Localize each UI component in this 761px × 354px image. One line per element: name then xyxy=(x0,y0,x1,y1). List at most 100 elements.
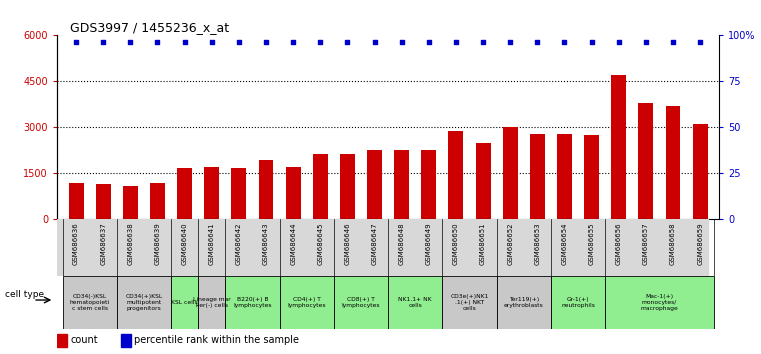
Text: CD34(-)KSL
hematopoieti
c stem cells: CD34(-)KSL hematopoieti c stem cells xyxy=(69,295,110,311)
Bar xyxy=(551,276,605,329)
Point xyxy=(233,39,245,44)
Text: KSL cells: KSL cells xyxy=(171,300,198,305)
Point xyxy=(585,39,597,44)
Bar xyxy=(340,154,355,219)
Bar xyxy=(394,150,409,219)
Point xyxy=(260,39,272,44)
Bar xyxy=(177,168,192,219)
Bar xyxy=(313,154,328,219)
Bar xyxy=(557,133,572,219)
Bar xyxy=(116,276,171,329)
Text: GSM686648: GSM686648 xyxy=(399,222,405,265)
Point xyxy=(70,39,82,44)
Bar xyxy=(530,133,545,219)
Text: GSM686641: GSM686641 xyxy=(209,222,215,265)
Text: Ter119(+)
erythroblasts: Ter119(+) erythroblasts xyxy=(504,297,543,308)
Point xyxy=(368,39,380,44)
Bar xyxy=(448,131,463,219)
Text: GSM686645: GSM686645 xyxy=(317,222,323,265)
Bar xyxy=(150,183,165,219)
Bar xyxy=(198,276,225,329)
Text: GSM686639: GSM686639 xyxy=(154,222,161,265)
Text: Lineage mar
ker(-) cells: Lineage mar ker(-) cells xyxy=(193,297,231,308)
Text: GDS3997 / 1455236_x_at: GDS3997 / 1455236_x_at xyxy=(70,21,229,34)
Bar xyxy=(503,127,517,219)
Text: percentile rank within the sample: percentile rank within the sample xyxy=(134,335,299,346)
Text: GSM686642: GSM686642 xyxy=(236,222,242,265)
Text: GSM686657: GSM686657 xyxy=(643,222,649,265)
Bar xyxy=(231,168,247,219)
Bar xyxy=(285,167,301,219)
Bar xyxy=(367,150,382,219)
Text: GSM686651: GSM686651 xyxy=(480,222,486,265)
Text: cell type: cell type xyxy=(5,290,43,299)
Text: GSM686649: GSM686649 xyxy=(426,222,431,265)
Bar xyxy=(96,184,110,219)
Point xyxy=(205,39,218,44)
Point xyxy=(396,39,408,44)
Point xyxy=(477,39,489,44)
Bar xyxy=(204,167,219,219)
Bar xyxy=(279,276,334,329)
Text: count: count xyxy=(70,335,98,346)
Text: NK1.1+ NK
cells: NK1.1+ NK cells xyxy=(399,297,432,308)
Text: GSM686654: GSM686654 xyxy=(562,222,568,265)
Text: GSM686658: GSM686658 xyxy=(670,222,676,265)
Bar xyxy=(388,276,442,329)
Point xyxy=(504,39,516,44)
Bar xyxy=(611,75,626,219)
Bar xyxy=(121,334,131,347)
Point xyxy=(694,39,706,44)
Text: GSM686652: GSM686652 xyxy=(508,222,513,265)
Point xyxy=(667,39,679,44)
Text: CD3e(+)NK1
.1(+) NKT
cells: CD3e(+)NK1 .1(+) NKT cells xyxy=(451,295,489,311)
Point xyxy=(613,39,625,44)
Bar xyxy=(693,124,708,219)
Bar xyxy=(123,186,138,219)
Text: GSM686653: GSM686653 xyxy=(534,222,540,265)
Bar xyxy=(497,276,551,329)
Text: GSM686636: GSM686636 xyxy=(73,222,79,265)
Point xyxy=(287,39,299,44)
Bar xyxy=(422,150,436,219)
Point xyxy=(450,39,462,44)
Point xyxy=(531,39,543,44)
Text: GSM686650: GSM686650 xyxy=(453,222,459,265)
Text: GSM686644: GSM686644 xyxy=(290,222,296,265)
Point xyxy=(124,39,136,44)
Bar xyxy=(666,106,680,219)
Point xyxy=(97,39,110,44)
Point xyxy=(422,39,435,44)
Text: CD8(+) T
lymphocytes: CD8(+) T lymphocytes xyxy=(342,297,380,308)
Text: GSM686646: GSM686646 xyxy=(345,222,350,265)
Text: CD34(+)KSL
multipotent
progenitors: CD34(+)KSL multipotent progenitors xyxy=(126,295,163,311)
Point xyxy=(314,39,326,44)
Bar xyxy=(638,103,654,219)
Bar xyxy=(68,183,84,219)
Text: GSM686656: GSM686656 xyxy=(616,222,622,265)
Text: GSM686638: GSM686638 xyxy=(127,222,133,265)
Bar xyxy=(584,135,599,219)
Bar xyxy=(442,276,497,329)
Text: GSM686655: GSM686655 xyxy=(588,222,594,265)
Bar xyxy=(62,276,116,329)
Text: GSM686640: GSM686640 xyxy=(182,222,188,265)
Point xyxy=(342,39,354,44)
Point xyxy=(640,39,652,44)
Bar xyxy=(171,276,198,329)
Text: GSM686647: GSM686647 xyxy=(371,222,377,265)
Bar xyxy=(259,160,273,219)
Bar xyxy=(57,334,67,347)
Point xyxy=(179,39,191,44)
Bar xyxy=(476,143,491,219)
Bar xyxy=(334,276,388,329)
Bar xyxy=(225,276,279,329)
Text: GSM686659: GSM686659 xyxy=(697,222,703,265)
Point xyxy=(559,39,571,44)
Text: GSM686637: GSM686637 xyxy=(100,222,107,265)
Text: CD4(+) T
lymphocytes: CD4(+) T lymphocytes xyxy=(288,297,326,308)
Text: GSM686643: GSM686643 xyxy=(263,222,269,265)
Text: B220(+) B
lymphocytes: B220(+) B lymphocytes xyxy=(233,297,272,308)
Bar xyxy=(605,276,714,329)
Point xyxy=(151,39,164,44)
